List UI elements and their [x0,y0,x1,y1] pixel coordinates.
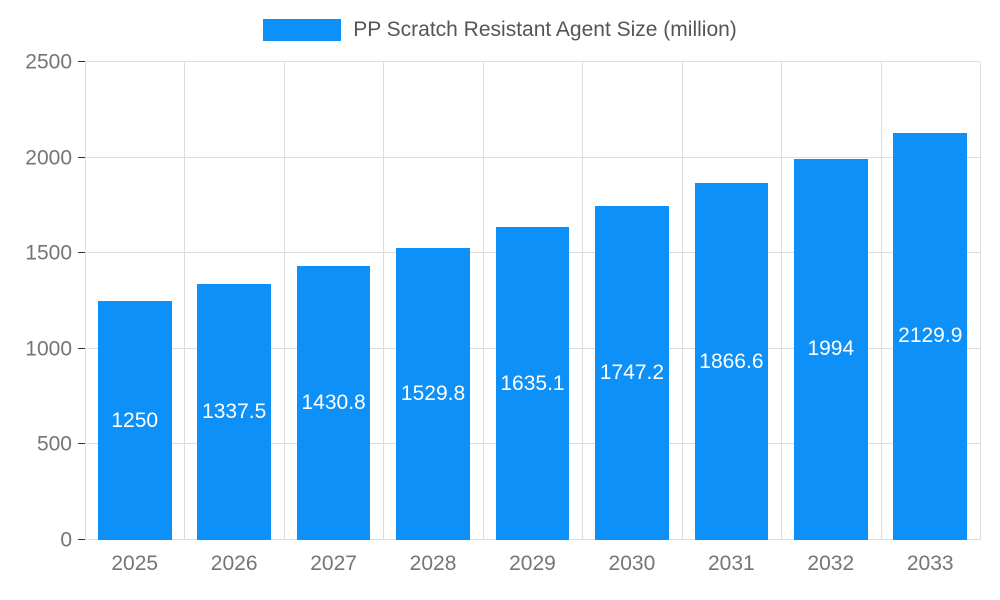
bar-2026[interactable]: 1337.5 [197,284,271,540]
x-axis-label-2026: 2026 [210,552,258,575]
bar-value-label: 1747.2 [599,360,665,384]
bar-2025[interactable]: 1250 [97,301,172,540]
x-axis-label-2029: 2029 [509,552,556,575]
h-gridline [85,61,980,62]
bar-2033[interactable]: 2129.9 [893,132,968,540]
bar-2028[interactable]: 1529.8 [396,247,470,540]
x-axis-label-2028: 2028 [409,552,457,575]
y-tick [78,252,85,254]
bar-value-label: 1866.6 [699,349,764,373]
chart-legend: PP Scratch Resistant Agent Size (million… [0,18,1000,42]
x-axis: 2025 2026 2027 2028 2029 2030 2031 2032 2033 [85,552,980,576]
x-axis-label-2032: 2032 [807,552,855,575]
v-gridline [383,62,385,540]
y-tick [78,347,85,349]
h-gridline [85,156,980,158]
v-gridline [283,62,285,540]
x-axis-label-2031: 2031 [707,552,755,575]
v-gridline [582,62,584,540]
v-gridline [85,62,86,540]
bar-value-label: 2129.9 [898,324,963,348]
y-axis-label: 500 [36,432,72,456]
v-gridline [482,62,484,540]
y-tick [78,61,85,62]
v-gridline [880,62,882,540]
y-axis-label: 0 [60,528,72,552]
bar-2030[interactable]: 1747.2 [595,205,669,540]
y-axis-label: 1000 [25,337,72,361]
y-axis-label: 2000 [25,146,72,170]
y-tick [78,156,85,158]
plot-area: 1250 1337.5 1430.8 1529.8 1635.1 1747.2 1866.6… [78,61,981,540]
v-gridline [681,62,683,540]
bar-value-label: 1250 [111,408,159,432]
bar-value-label: 1337.5 [202,400,267,424]
x-axis-label-2027: 2027 [310,552,357,575]
v-gridline [184,62,186,540]
y-axis: 0 500 1000 1500 2000 2500 [0,52,72,551]
bar-2027[interactable]: 1430.8 [296,266,371,540]
legend-swatch [263,19,342,41]
x-axis-label-2025: 2025 [111,552,159,575]
x-axis-label-2030: 2030 [608,552,656,575]
y-tick [78,443,85,445]
v-gridline [781,62,783,540]
bar-value-label: 1994 [807,337,855,361]
y-axis-label: 1500 [25,241,72,265]
bar-2031[interactable]: 1866.6 [694,183,769,540]
chart-title: PP Scratch Resistant Agent Size (million… [353,18,737,41]
bar-value-label: 1635.1 [500,371,565,395]
y-tick [78,539,85,540]
x-axis-label-2033: 2033 [906,552,954,575]
bar-value-label: 1430.8 [301,391,366,415]
v-gridline [980,62,981,540]
y-axis-label: 2500 [25,50,72,74]
bar-value-label: 1529.8 [400,381,466,405]
bar-2032[interactable]: 1994 [794,158,868,540]
bar-2029[interactable]: 1635.1 [495,227,570,540]
